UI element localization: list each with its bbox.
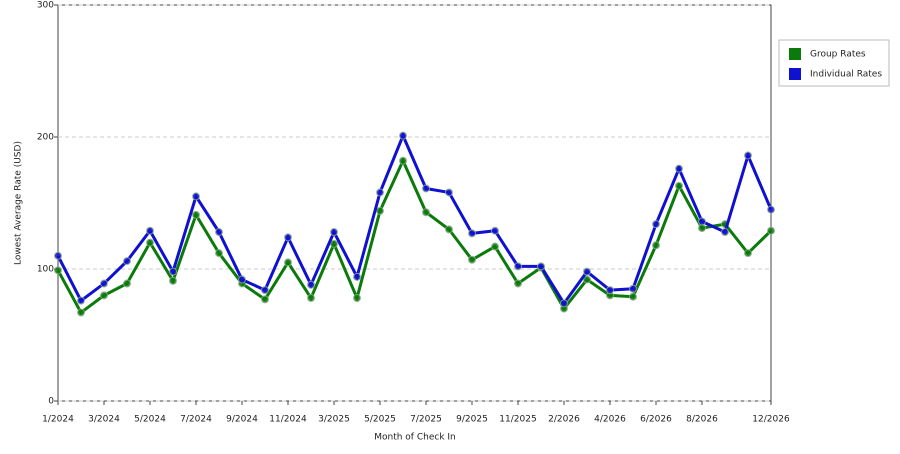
data-point xyxy=(445,225,453,234)
data-point xyxy=(261,295,269,304)
data-point xyxy=(307,280,315,289)
x-tick-label: 7/2024 xyxy=(180,415,212,425)
data-point xyxy=(698,224,706,233)
data-point xyxy=(307,294,315,303)
data-point xyxy=(54,266,62,275)
data-point xyxy=(169,267,177,276)
data-point xyxy=(146,238,154,247)
data-point xyxy=(376,206,384,215)
data-point xyxy=(353,272,361,281)
data-point xyxy=(54,251,62,260)
data-point xyxy=(514,279,522,288)
data-point xyxy=(514,262,522,271)
data-point xyxy=(146,226,154,235)
y-tick-label: 300 xyxy=(37,1,54,11)
data-point xyxy=(767,205,775,214)
data-point xyxy=(422,208,430,217)
y-tick-label: 200 xyxy=(37,133,54,143)
data-point xyxy=(583,275,591,284)
data-point xyxy=(261,286,269,295)
data-point xyxy=(583,267,591,276)
data-point xyxy=(606,286,614,295)
data-point xyxy=(330,228,338,237)
x-tick-label: 1/2024 xyxy=(42,415,74,425)
data-point xyxy=(100,291,108,300)
legend-swatch xyxy=(789,68,801,80)
series-line xyxy=(56,157,773,315)
data-point xyxy=(537,262,545,271)
x-tick-label: 6/2026 xyxy=(640,415,672,425)
data-point xyxy=(215,228,223,237)
legend-swatch xyxy=(789,48,801,60)
x-tick-label: 3/2024 xyxy=(88,415,120,425)
x-tick-label: 2/2026 xyxy=(548,415,580,425)
data-point xyxy=(698,217,706,226)
data-point xyxy=(123,257,131,266)
data-point xyxy=(353,294,361,303)
y-axis-label: Lowest Average Rate (USD) xyxy=(14,141,24,265)
data-point xyxy=(560,299,568,308)
data-point xyxy=(744,249,752,258)
data-point xyxy=(284,233,292,242)
data-point xyxy=(652,241,660,250)
data-point xyxy=(192,210,200,219)
data-point xyxy=(169,276,177,285)
data-point xyxy=(284,258,292,267)
x-tick-label: 11/2025 xyxy=(499,415,536,425)
data-point xyxy=(238,275,246,284)
data-point xyxy=(192,192,200,201)
x-tick-label: 5/2024 xyxy=(134,415,166,425)
x-axis-label: Month of Check In xyxy=(374,433,456,443)
data-point xyxy=(721,228,729,237)
data-point xyxy=(652,220,660,229)
y-tick-label: 100 xyxy=(37,265,54,275)
data-point xyxy=(468,255,476,264)
legend-label: Group Rates xyxy=(810,50,866,60)
data-point xyxy=(215,249,223,258)
data-point xyxy=(399,131,407,140)
data-point xyxy=(123,279,131,288)
data-point xyxy=(767,226,775,235)
data-point xyxy=(445,188,453,197)
data-point xyxy=(491,226,499,235)
plot-area xyxy=(57,4,772,402)
data-point xyxy=(399,156,407,165)
x-tick-label: 9/2024 xyxy=(226,415,258,425)
data-point xyxy=(468,229,476,238)
x-tick-label: 4/2026 xyxy=(594,415,626,425)
x-tick-label: 3/2025 xyxy=(318,415,350,425)
x-tick-label: 5/2025 xyxy=(364,415,396,425)
data-point xyxy=(100,279,108,288)
data-point xyxy=(491,242,499,251)
x-tick-label: 11/2024 xyxy=(269,415,307,425)
x-tick-label: 7/2025 xyxy=(410,415,442,425)
data-point xyxy=(77,308,85,317)
data-point xyxy=(629,292,637,301)
data-point xyxy=(422,184,430,193)
data-point xyxy=(376,188,384,197)
legend-label: Individual Rates xyxy=(810,70,882,80)
data-point xyxy=(675,181,683,190)
data-point xyxy=(744,151,752,160)
data-point xyxy=(77,296,85,305)
legend: Group Rates Individual Rates xyxy=(778,39,890,87)
data-point xyxy=(675,164,683,173)
data-point xyxy=(330,239,338,248)
data-point xyxy=(629,284,637,293)
series-line xyxy=(56,131,773,307)
x-tick-label: 9/2025 xyxy=(456,415,488,425)
y-tick-label: 0 xyxy=(48,397,54,407)
x-tick-label: 12/2026 xyxy=(752,415,790,425)
x-tick-label: 8/2026 xyxy=(686,415,718,425)
